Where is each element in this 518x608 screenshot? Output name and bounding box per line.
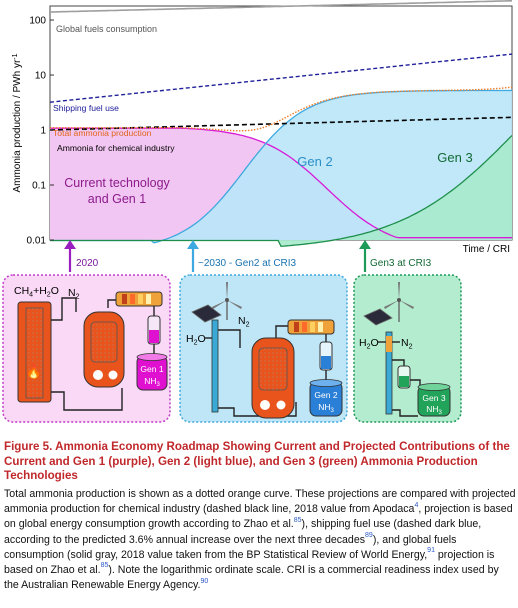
ref-link[interactable]: 85	[293, 516, 302, 524]
ref-link[interactable]: 91	[427, 547, 435, 555]
shipping-fuel-line	[49, 53, 513, 103]
current-gen1-curve	[50, 127, 512, 239]
panel2-h2o-label: H2O	[186, 333, 206, 347]
gen1-tank-label: Gen 1	[140, 364, 163, 374]
solar-panel-icon-2	[191, 304, 222, 323]
panel-gen3: H2O N2 Gen 3 NH3	[353, 274, 462, 423]
gauge-icon-2	[275, 399, 287, 411]
label-total-ammonia: Total ammonia production	[53, 128, 152, 138]
figure-caption-title: Figure 5. Ammonia Economy Roadmap Showin…	[4, 440, 510, 482]
label-shipping: Shipping fuel use	[53, 103, 119, 113]
thermometer-icon-2	[260, 400, 270, 410]
milestone-2030: ~2030 - Gen2 at CRI3	[187, 240, 297, 272]
label-chemical-industry: Ammonia for chemical industry	[57, 143, 175, 153]
area-gen3	[50, 135, 512, 247]
area-gen2	[50, 90, 512, 243]
gauge-icon-1	[107, 369, 119, 381]
label-global-fuels: Global fuels consumption	[56, 24, 157, 34]
panel3-n2-label: N2	[401, 337, 413, 351]
y-axis-label: Ammonia production / PWh yr-1	[12, 53, 23, 192]
electrochemical-cell-3	[385, 331, 393, 415]
panel-gen2: H2O N2 Gen 2 NH3	[179, 274, 348, 423]
global-fuels-line	[49, 0, 512, 13]
gen2-nh3-label: NH3	[318, 402, 334, 414]
figure-caption-body: Total ammonia production is shown as a d…	[4, 488, 516, 592]
ref-link[interactable]: 85	[100, 562, 109, 570]
region-label-gen3: Gen 3	[437, 150, 472, 165]
panel1-n2-label: N2	[68, 287, 80, 301]
ref-link[interactable]: 90	[200, 577, 209, 585]
chemical-industry-line	[49, 116, 513, 131]
milestone-2030-label: ~2030 - Gen2 at CRI3	[198, 258, 297, 269]
roadmap-figure: 0.01 0.1 1 10 100 Global fuels consumption S…	[2, 0, 513, 423]
solar-panel-icon-3	[363, 308, 393, 326]
gen3-tank-label: Gen 3	[422, 393, 445, 403]
ref-link[interactable]: 89	[365, 532, 373, 540]
y-tick-label: 100	[29, 16, 46, 27]
electrolyser-2	[211, 319, 219, 413]
roadmap-chart: 0.01 0.1 1 10 100 Global fuels consumption S…	[12, 0, 513, 255]
milestone-2020: 2020	[64, 240, 99, 272]
panel1-feed-label: CH4+H2O	[14, 285, 59, 299]
y-tick-label: 1	[40, 126, 46, 137]
region-label-current-2: and Gen 1	[88, 192, 146, 206]
flame-icon-2	[93, 370, 103, 380]
panel-current-gen1: CH4+H2O N2 🔥 Gen 1 NH3	[2, 274, 171, 423]
flame-icon-1: 🔥	[26, 364, 42, 379]
x-axis-label: Time / CRI	[463, 244, 510, 255]
region-label-current-1: Current technology	[64, 176, 170, 190]
gen2-tank-label: Gen 2	[314, 390, 337, 400]
milestone-gen3-label: Gen3 at CRI3	[370, 258, 432, 269]
region-label-gen2: Gen 2	[297, 154, 332, 169]
ref-link[interactable]: 4	[414, 501, 419, 509]
milestone-gen3: Gen3 at CRI3	[359, 240, 432, 272]
y-tick-label: 0.1	[32, 181, 46, 192]
y-axis-ticks: 0.01 0.1 1 10 100	[27, 16, 54, 247]
panel2-n2-label: N2	[238, 315, 250, 329]
y-tick-label: 0.01	[27, 236, 47, 247]
gen3-curve	[50, 134, 513, 247]
milestone-2020-label: 2020	[76, 258, 99, 269]
y-tick-label: 10	[35, 71, 47, 82]
panel3-h2o-label: H2O	[359, 337, 379, 351]
gen1-nh3-label: NH3	[144, 376, 160, 388]
gen3-nh3-label: NH3	[426, 404, 442, 416]
